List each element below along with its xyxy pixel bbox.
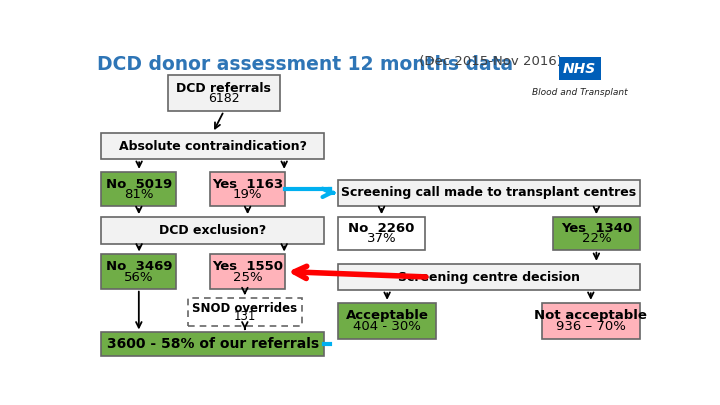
Text: Acceptable: Acceptable xyxy=(346,309,428,322)
Text: Absolute contraindication?: Absolute contraindication? xyxy=(119,140,307,153)
FancyBboxPatch shape xyxy=(101,133,324,159)
FancyBboxPatch shape xyxy=(542,303,639,339)
Text: 19%: 19% xyxy=(233,188,262,201)
Text: DCD referrals: DCD referrals xyxy=(176,81,271,94)
Text: No  5019: No 5019 xyxy=(106,178,172,191)
Text: Yes  1163: Yes 1163 xyxy=(212,178,283,191)
Text: 81%: 81% xyxy=(124,188,153,201)
FancyBboxPatch shape xyxy=(101,217,324,243)
Text: Yes  1550: Yes 1550 xyxy=(212,260,283,273)
FancyBboxPatch shape xyxy=(168,75,280,111)
FancyBboxPatch shape xyxy=(559,58,600,80)
Text: 22%: 22% xyxy=(582,232,611,245)
Text: (Dec 2015-Nov 2016): (Dec 2015-Nov 2016) xyxy=(415,55,562,68)
Text: Screening call made to transplant centres: Screening call made to transplant centre… xyxy=(341,186,636,199)
FancyBboxPatch shape xyxy=(210,172,285,206)
Text: No  2260: No 2260 xyxy=(348,222,415,235)
Text: 56%: 56% xyxy=(124,271,153,284)
FancyBboxPatch shape xyxy=(338,179,639,206)
Text: 25%: 25% xyxy=(233,271,263,284)
Text: Blood and Transplant: Blood and Transplant xyxy=(532,88,627,97)
Text: 6182: 6182 xyxy=(208,92,240,105)
Text: SNOD overrides: SNOD overrides xyxy=(192,302,297,315)
FancyBboxPatch shape xyxy=(101,254,176,289)
Text: Not acceptable: Not acceptable xyxy=(534,309,647,322)
Text: DCD exclusion?: DCD exclusion? xyxy=(159,224,266,237)
FancyBboxPatch shape xyxy=(553,217,639,250)
FancyBboxPatch shape xyxy=(338,217,425,250)
Text: 3600 - 58% of our referrals: 3600 - 58% of our referrals xyxy=(107,337,319,351)
Text: NHS: NHS xyxy=(563,62,596,76)
FancyBboxPatch shape xyxy=(101,333,324,356)
FancyBboxPatch shape xyxy=(338,264,639,290)
FancyBboxPatch shape xyxy=(101,172,176,206)
Text: DCD donor assessment 12 months data: DCD donor assessment 12 months data xyxy=(96,55,513,74)
Text: Screening centre decision: Screening centre decision xyxy=(398,271,580,284)
FancyBboxPatch shape xyxy=(338,303,436,339)
Text: 37%: 37% xyxy=(366,232,397,245)
Text: Yes  1340: Yes 1340 xyxy=(561,222,632,235)
FancyBboxPatch shape xyxy=(188,298,302,326)
Text: 936 – 70%: 936 – 70% xyxy=(556,320,626,333)
Text: 131: 131 xyxy=(234,310,256,323)
FancyBboxPatch shape xyxy=(210,254,285,289)
Text: No  3469: No 3469 xyxy=(106,260,172,273)
Text: 404 - 30%: 404 - 30% xyxy=(354,320,421,333)
